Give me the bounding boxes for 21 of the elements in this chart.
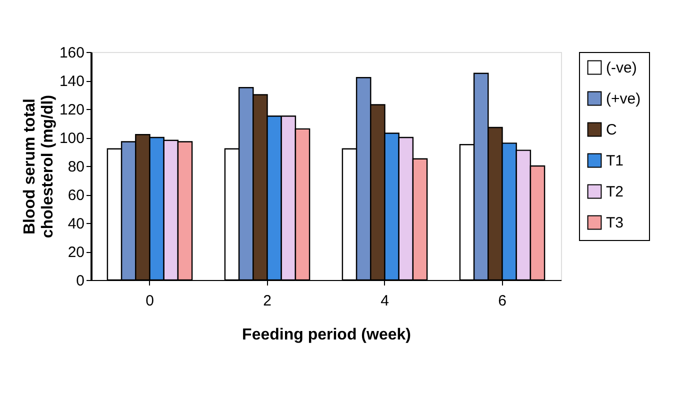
y-tick-label: 60 (68, 187, 84, 204)
x-axis-title: Feeding period (week) (242, 326, 411, 344)
x-tick-label: 0 (146, 292, 154, 310)
legend-label: T3 (606, 214, 624, 232)
x-tick-label: 4 (380, 292, 389, 310)
legend-label: (-ve) (606, 60, 637, 76)
legend-label: T1 (606, 152, 624, 170)
y-tick-label: 0 (76, 272, 84, 290)
y-tick-label: 140 (59, 73, 84, 90)
x-tick-label: 6 (498, 292, 506, 310)
legend-label: (+ve) (606, 90, 641, 108)
y-tick-label: 20 (68, 244, 84, 261)
y-tick-label: 160 (59, 44, 84, 62)
x-tick-label: 2 (263, 292, 272, 310)
legend-label: T2 (606, 184, 624, 200)
y-tick-label: 100 (59, 130, 84, 147)
legend-label: C (606, 122, 617, 138)
y-axis-title: Blood serum total cholesterol (mg/dl) (21, 94, 56, 238)
y-tick-label: 120 (59, 102, 84, 118)
y-tick-label: 80 (68, 158, 84, 176)
y-tick-label: 40 (68, 216, 84, 232)
